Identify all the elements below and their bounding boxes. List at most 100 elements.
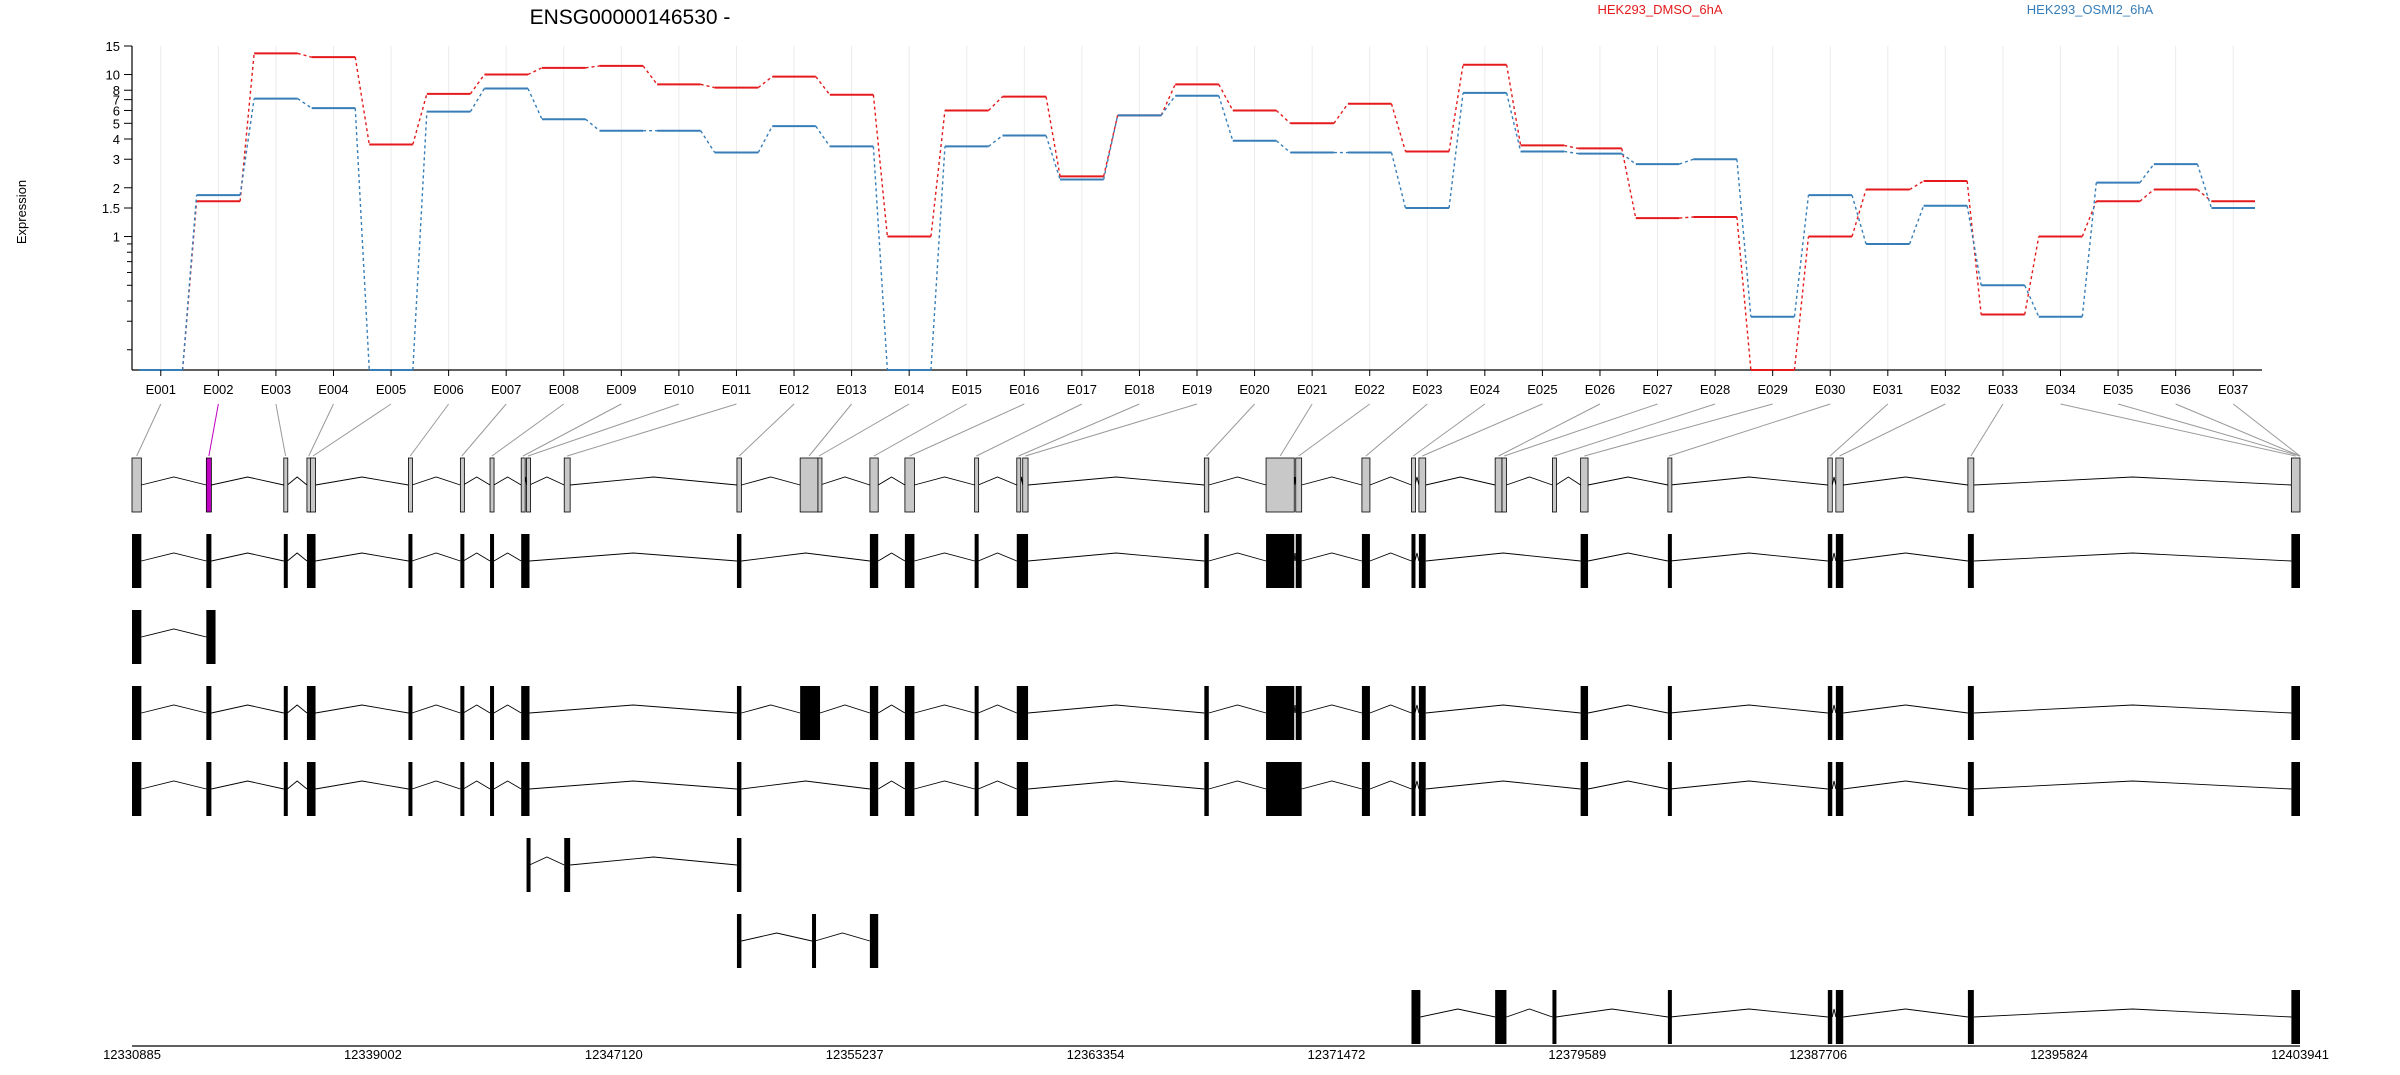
intron-line: [493, 476, 522, 486]
x-tick-label: E003: [261, 382, 291, 397]
exon-block-e017: [974, 457, 980, 513]
x-tick-label: E002: [203, 382, 233, 397]
transcript-exon: [1266, 686, 1295, 740]
transcript-exon: [132, 610, 142, 664]
x-tick-label: E024: [1470, 382, 1500, 397]
x-tick-label: E035: [2103, 382, 2133, 397]
intron-line: [1587, 704, 1668, 714]
intron-line: [1973, 780, 2292, 790]
series-connector: [239, 98, 255, 196]
transcript-exon: [1204, 762, 1209, 816]
exon-block-e022: [1295, 457, 1303, 513]
coordinate-label: 12339002: [344, 1047, 402, 1062]
exon-connector-line: [136, 403, 162, 457]
x-tick-label: E027: [1642, 382, 1672, 397]
exon-connectors: [136, 403, 2301, 457]
exon-connector-line: [1839, 403, 1946, 457]
intron-line: [287, 552, 308, 562]
series-connector: [930, 110, 946, 237]
exon-block-e020: [1203, 457, 1210, 513]
series-connector: [1564, 144, 1579, 150]
transcript-exon: [869, 914, 879, 968]
intron-line: [529, 780, 737, 790]
intron-line: [493, 780, 522, 790]
transcript-exon: [408, 762, 413, 816]
transcript-exon: [1016, 686, 1029, 740]
exon-block-e023: [1361, 457, 1371, 513]
exon-connector-line: [2175, 403, 2301, 457]
intron-line: [1028, 476, 1205, 486]
exon-connector-line: [527, 403, 680, 457]
series-connector: [1390, 103, 1407, 152]
y-tick-label: 1.5: [102, 201, 120, 216]
series-connector: [1505, 92, 1522, 152]
series-connector: [354, 108, 370, 371]
coordinate-label: 12395824: [2030, 1047, 2088, 1062]
series-connector: [1908, 205, 1925, 245]
transcript-exon: [1967, 990, 1974, 1044]
transcript-exon: [1667, 762, 1672, 816]
exon-connector-line: [1498, 403, 1601, 457]
series-connector: [2196, 163, 2213, 209]
transcript-exon: [460, 762, 465, 816]
transcript-exon: [736, 762, 742, 816]
transcript-exon: [206, 610, 216, 664]
genomic-coordinate-axis: 12330885 12339002 12347120 12355237 12363354…: [103, 1045, 2329, 1062]
intron-line: [1587, 552, 1668, 562]
intron-line: [1831, 704, 1837, 714]
transcript-exon: [1418, 762, 1426, 816]
x-tick-label: E014: [894, 382, 924, 397]
intron-line: [1301, 552, 1363, 562]
exon-block-e034: [2290, 457, 2301, 513]
x-tick-label: E020: [1239, 382, 1269, 397]
intron-line: [914, 552, 975, 562]
transcript-exon: [283, 686, 288, 740]
transcript-exon: [206, 686, 212, 740]
intron-line: [877, 704, 906, 714]
x-tick-label: E010: [664, 382, 694, 397]
series-connector: [1851, 189, 1867, 237]
coordinate-label: 12330885: [103, 1047, 161, 1062]
exon-connector-line: [1554, 403, 1716, 457]
intron-line: [1506, 1008, 1553, 1018]
intron-line: [1555, 476, 1581, 486]
series-connector: [1390, 152, 1407, 209]
exon-block-e003: [283, 457, 289, 513]
exon-block-e012: [736, 457, 742, 513]
intron-line: [1425, 552, 1581, 562]
intron-line: [1301, 780, 1363, 790]
intron-line: [741, 476, 801, 486]
intron-line: [1843, 780, 1968, 790]
series-connector: [1333, 103, 1349, 124]
exon-block-e027: [1501, 457, 1507, 513]
exon-connector-line: [2117, 403, 2301, 457]
series-connector: [412, 111, 428, 371]
intron-line: [1208, 476, 1267, 486]
transcript-exon: [526, 838, 531, 892]
transcript-exon: [1827, 990, 1833, 1044]
transcript-exon: [306, 762, 316, 816]
series-connector: [1793, 195, 1810, 317]
exon-block-e001: [131, 457, 142, 513]
transcript-exon: [206, 534, 212, 588]
transcript-exon: [869, 534, 879, 588]
exon-block-e033: [1967, 457, 1975, 513]
intron-line: [741, 932, 813, 942]
intron-line: [463, 476, 491, 486]
intron-line: [1843, 1008, 1968, 1018]
intron-line: [411, 552, 461, 562]
transcript-7: [1411, 990, 2300, 1044]
transcript-exon: [974, 762, 979, 816]
transcript-exon: [1835, 686, 1844, 740]
intron-line: [1425, 476, 1496, 486]
x-tick-label: E023: [1412, 382, 1442, 397]
transcript-exon: [1016, 534, 1029, 588]
exon-connector-line: [1412, 403, 1486, 457]
intron-line: [1670, 780, 1828, 790]
transcript-exon: [408, 686, 413, 740]
transcript-exon: [1580, 686, 1589, 740]
x-tick-label: E031: [1873, 382, 1903, 397]
transcript-exon: [1501, 990, 1507, 1044]
series-connector: [1045, 135, 1061, 180]
